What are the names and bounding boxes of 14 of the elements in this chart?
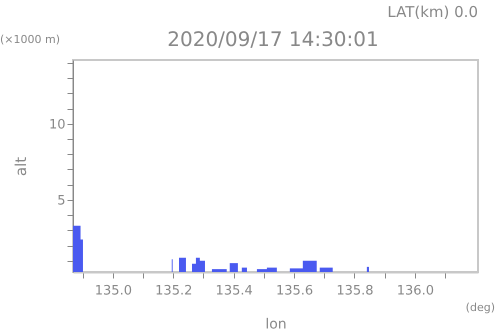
x-tick-label: 135.2 bbox=[155, 284, 192, 298]
y-tick-label: 10 bbox=[48, 117, 66, 132]
y-axis-title: alt bbox=[12, 156, 30, 176]
x-tick-label: 136.0 bbox=[396, 284, 434, 298]
text: (deg) bbox=[466, 301, 495, 314]
text: (×1000 m) bbox=[0, 33, 60, 46]
chart-subtitle: LAT(km) 0.0 bbox=[387, 3, 478, 21]
x-tick-label: 135.6 bbox=[276, 284, 314, 298]
x-tick-label: 135.4 bbox=[216, 284, 253, 298]
x-tick-label: 135.0 bbox=[94, 284, 132, 298]
y-tick-label: 5 bbox=[57, 193, 66, 208]
x-tick-label: 135.8 bbox=[336, 284, 374, 298]
chart-title: 2020/09/17 14:30:01 bbox=[167, 27, 379, 51]
x-axis-title: lon bbox=[265, 316, 287, 332]
